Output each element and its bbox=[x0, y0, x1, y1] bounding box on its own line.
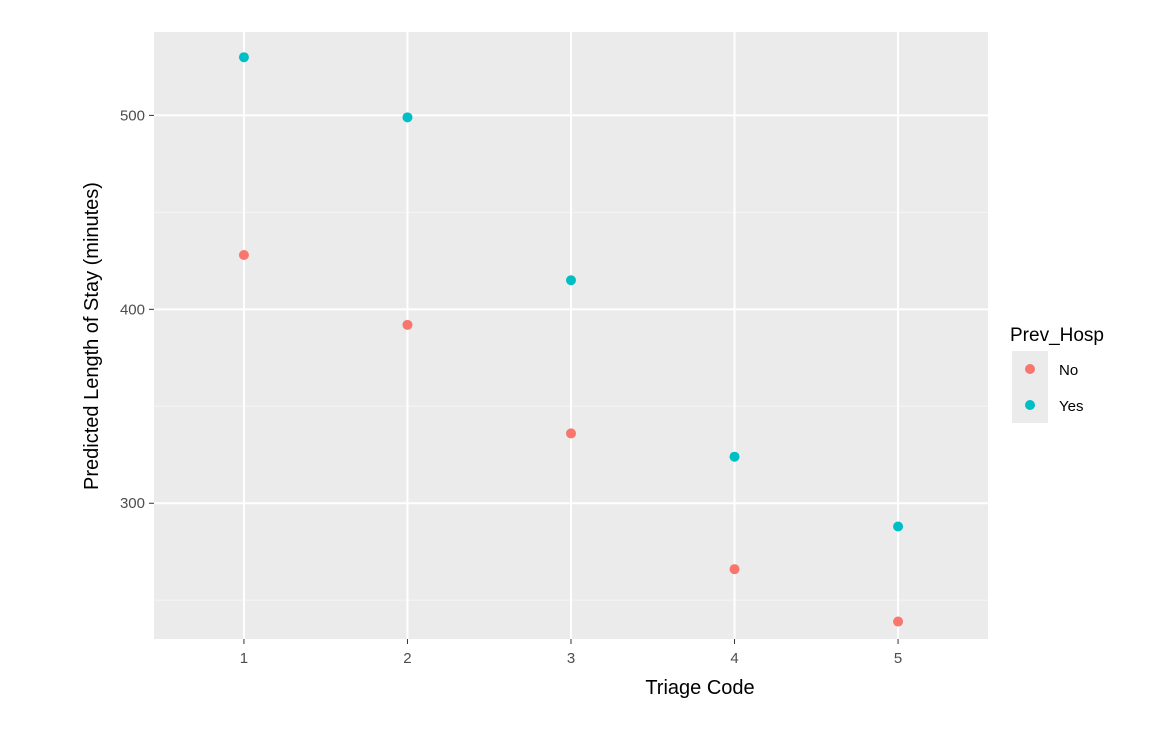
x-tick-label: 1 bbox=[240, 650, 248, 667]
x-tick-label: 4 bbox=[730, 650, 738, 667]
data-points bbox=[238, 52, 904, 627]
y-tick-label: 400 bbox=[120, 301, 145, 318]
y-tick-label: 300 bbox=[120, 495, 145, 512]
y-tick-label: 500 bbox=[120, 107, 145, 124]
legend-key-point bbox=[1025, 400, 1035, 410]
major-gridlines bbox=[154, 32, 988, 639]
data-point bbox=[893, 521, 904, 532]
legend-title: Prev_Hosp bbox=[1010, 325, 1104, 346]
data-point bbox=[566, 275, 576, 286]
axis-ticks: 1 2 3 4 5 300 400 500 bbox=[120, 107, 902, 667]
data-point bbox=[566, 428, 576, 439]
legend-keys: No Yes bbox=[1012, 351, 1083, 423]
x-axis-title: Triage Code bbox=[645, 677, 754, 699]
data-point bbox=[402, 319, 413, 330]
y-axis-title: Predicted Length of Stay (minutes) bbox=[81, 182, 103, 490]
x-tick-label: 2 bbox=[403, 650, 411, 667]
legend-label: No bbox=[1059, 362, 1078, 379]
x-tick-label: 3 bbox=[567, 650, 575, 667]
x-tick-label: 5 bbox=[894, 650, 902, 667]
data-point bbox=[729, 564, 740, 575]
legend-label: Yes bbox=[1059, 398, 1083, 415]
legend-key-point bbox=[1025, 364, 1035, 374]
data-point bbox=[238, 250, 249, 261]
data-point bbox=[402, 112, 413, 123]
data-point bbox=[729, 451, 740, 462]
legend: Prev_Hosp No Yes bbox=[1010, 325, 1104, 423]
data-point bbox=[893, 616, 904, 627]
data-point bbox=[238, 52, 249, 63]
